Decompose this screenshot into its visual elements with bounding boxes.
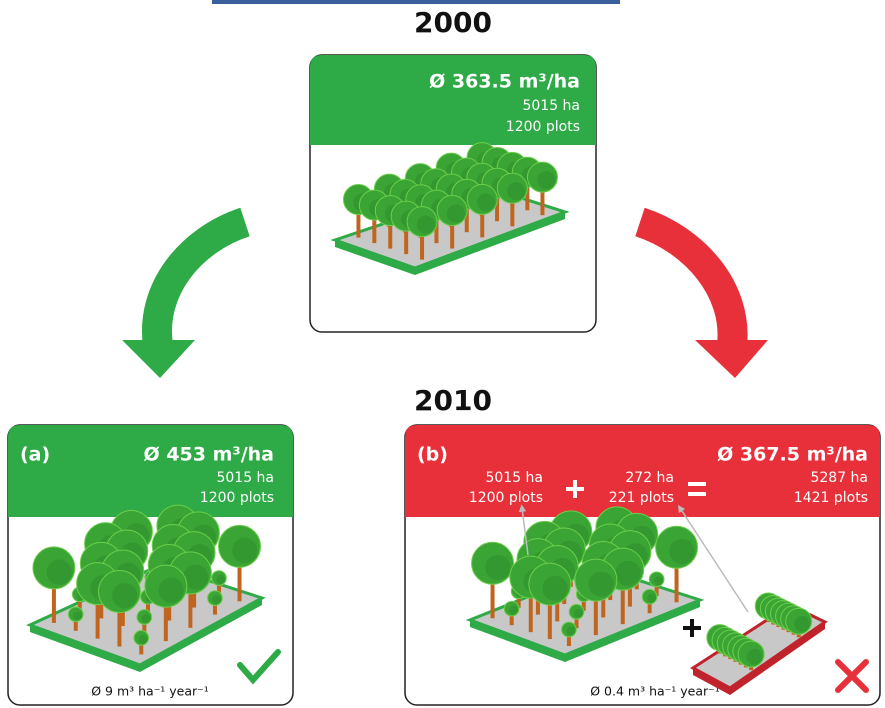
density: Ø 453 m³/ha (144, 444, 274, 466)
crown-shade (615, 561, 640, 586)
new-area: 272 ha (625, 470, 674, 486)
plots: 1200 plots (506, 119, 580, 135)
crown-shade (417, 216, 435, 234)
crown-shade (543, 576, 568, 601)
crown-shade (669, 539, 694, 564)
year-2010: 2010 (414, 384, 492, 417)
area: 5015 ha (522, 98, 580, 114)
crown-shade (142, 614, 151, 623)
new-plots: 221 plots (609, 490, 674, 506)
crown-shade (566, 627, 575, 636)
crown-shade (216, 575, 225, 584)
crown-shade (139, 635, 148, 644)
crown-shade (794, 616, 810, 632)
panel-label: (a) (20, 444, 50, 466)
crown-shade (507, 182, 525, 200)
density: Ø 363.5 m³/ha (429, 71, 580, 93)
area: 5015 ha (216, 470, 274, 486)
area: 5287 ha (810, 470, 868, 486)
green-arrowhead (122, 340, 195, 378)
crown-shade (158, 578, 183, 603)
red-arrow (640, 222, 733, 345)
crown-shade (47, 560, 72, 585)
crown-shade (112, 583, 137, 608)
plots: 1200 plots (200, 490, 274, 506)
crown-shade (574, 609, 583, 618)
year-2000: 2000 (414, 6, 492, 39)
figure: 2000 2010 Ø 363.5 m³/ha 5015 ha 1200 plo… (0, 0, 885, 708)
crown-shade (485, 555, 510, 580)
crown-shade (537, 171, 555, 189)
crown-shade (212, 595, 221, 604)
panel-label: (b) (417, 444, 448, 466)
crown-shade (477, 193, 495, 211)
crown-shade (654, 576, 663, 585)
growth: Ø 9 m³ ha⁻¹ year⁻¹ (91, 684, 209, 699)
old-area: 5015 ha (485, 470, 543, 486)
crown-shade (747, 649, 763, 665)
crown-shade (509, 606, 518, 615)
crown-shade (589, 572, 614, 597)
crown-shade (232, 538, 257, 563)
red-arrowhead (695, 340, 768, 378)
crown-shade (647, 594, 656, 603)
old-plots: 1200 plots (469, 490, 543, 506)
crown-shade (73, 611, 82, 620)
green-arrow (157, 222, 245, 345)
growth: Ø 0.4 m³ ha⁻¹ year⁻¹ (590, 684, 720, 699)
crown-shade (447, 205, 465, 223)
top-strip (212, 0, 620, 4)
density: Ø 367.5 m³/ha (717, 444, 868, 466)
plots: 1421 plots (794, 490, 868, 506)
